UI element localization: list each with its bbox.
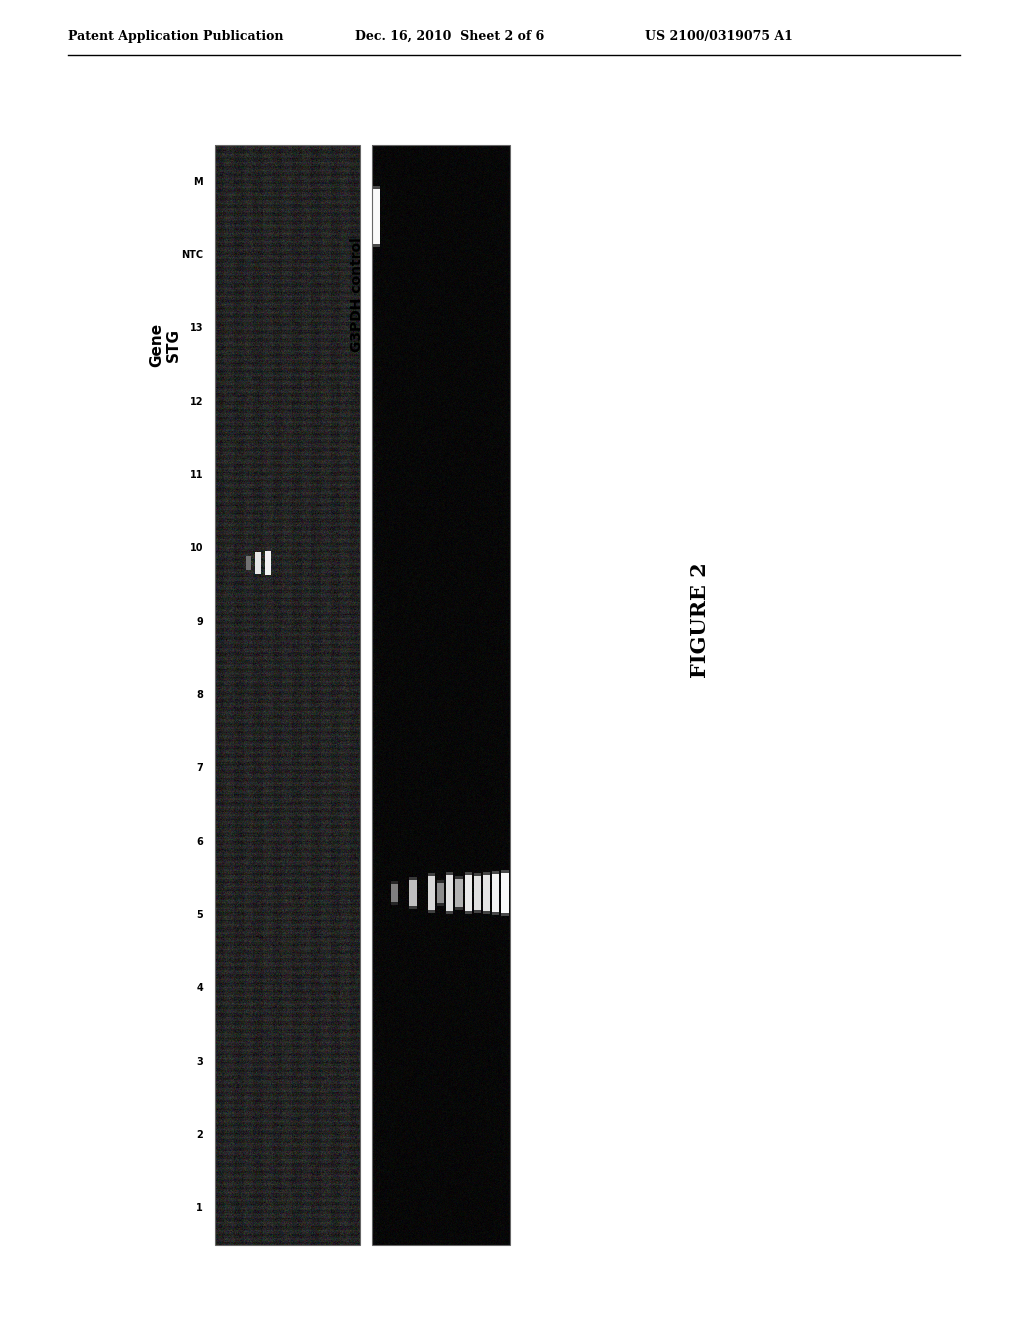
Text: 6: 6 [197, 837, 203, 846]
Text: US 2100/0319075 A1: US 2100/0319075 A1 [645, 30, 793, 44]
Text: 7: 7 [197, 763, 203, 774]
Text: 10: 10 [189, 544, 203, 553]
Text: Patent Application Publication: Patent Application Publication [68, 30, 284, 44]
Text: NTC: NTC [181, 249, 203, 260]
Text: 5: 5 [197, 909, 203, 920]
Text: 1: 1 [197, 1204, 203, 1213]
Text: 4: 4 [197, 983, 203, 994]
Text: 12: 12 [189, 397, 203, 407]
Text: G3PDH control: G3PDH control [350, 238, 364, 352]
Text: Gene
STG: Gene STG [148, 323, 181, 367]
Text: 2: 2 [197, 1130, 203, 1140]
Bar [372, 145, 510, 1245]
Text: FIGURE 2: FIGURE 2 [690, 562, 710, 678]
Text: 9: 9 [197, 616, 203, 627]
Text: 3: 3 [197, 1057, 203, 1067]
Bar [215, 145, 360, 1245]
Text: 8: 8 [197, 690, 203, 700]
Text: Dec. 16, 2010  Sheet 2 of 6: Dec. 16, 2010 Sheet 2 of 6 [355, 30, 544, 44]
Text: M: M [194, 177, 203, 186]
Text: 11: 11 [189, 470, 203, 480]
Text: 13: 13 [189, 323, 203, 334]
